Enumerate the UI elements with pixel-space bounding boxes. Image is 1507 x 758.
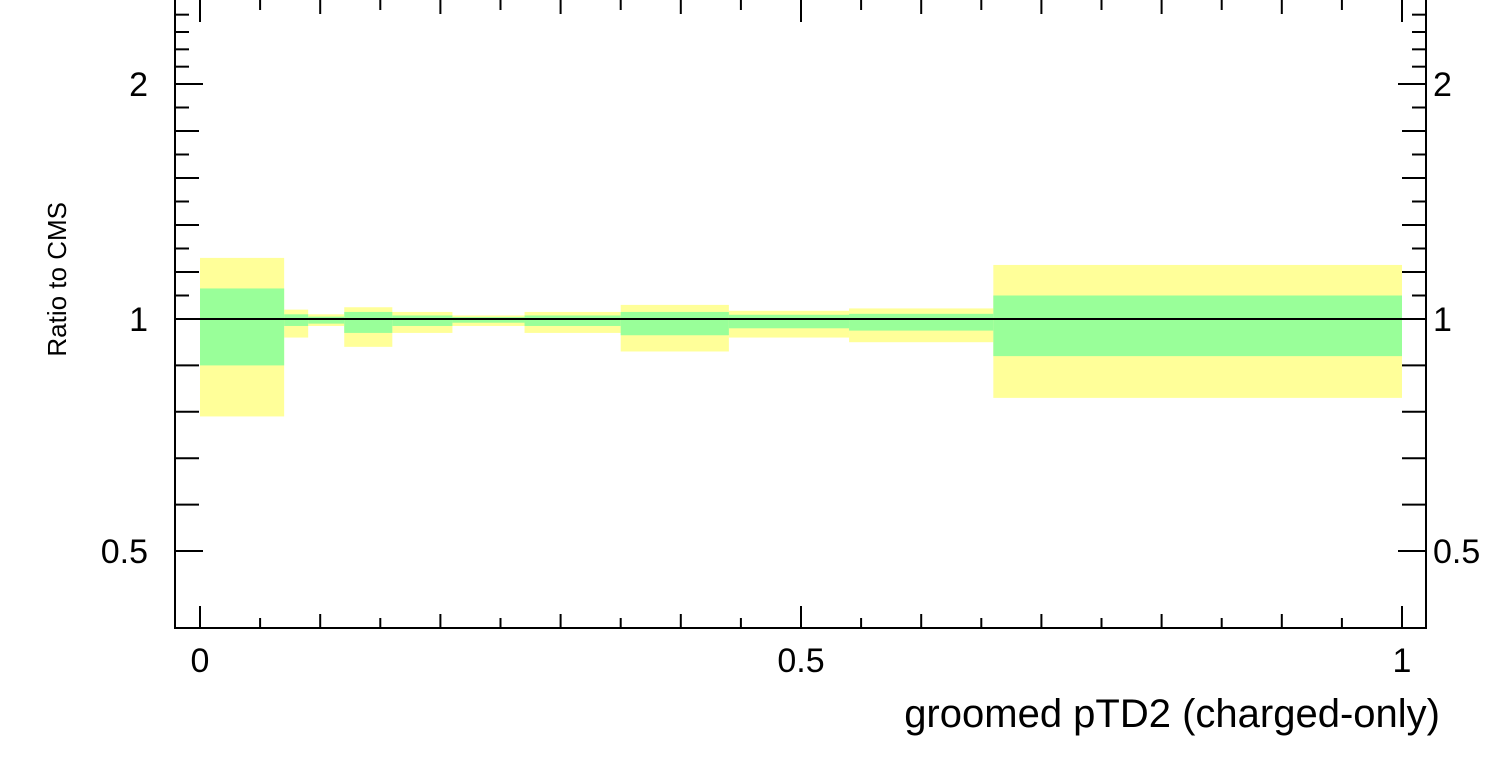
y-axis-label: Ratio to CMS [42, 202, 72, 357]
uncertainty-bands [200, 257, 1402, 417]
band-1-bin-0 [200, 288, 285, 366]
tick-labels: 0 0.5 1 0.5 0.5 1 1 2 2 [101, 66, 1481, 680]
band-1-bin-3 [344, 311, 393, 333]
band-1-bin-6 [524, 315, 621, 326]
y-tick-label: 0.5 [101, 533, 148, 571]
band-1-bin-9 [849, 313, 994, 331]
band-1-bin-10 [993, 295, 1402, 357]
band-1-bin-2 [308, 316, 345, 324]
y-tick-label: 1 [129, 301, 148, 339]
x-tick-label: 0.5 [777, 642, 824, 680]
band-1-bin-7 [620, 311, 729, 336]
y-tick-label-right: 1 [1433, 301, 1452, 339]
y-tick-label-right: 0.5 [1433, 533, 1480, 571]
x-tick-label: 1 [1393, 642, 1412, 680]
band-1-bin-4 [392, 315, 453, 326]
axis-ticks [175, 0, 1426, 628]
band-1-bin-8 [728, 314, 850, 329]
band-1-bin-1 [284, 314, 309, 326]
y-tick-label-right: 2 [1433, 66, 1452, 104]
x-axis-label: groomed pTD2 (charged-only) [904, 692, 1440, 736]
y-tick-label: 2 [129, 66, 148, 104]
x-tick-label: 0 [191, 642, 210, 680]
